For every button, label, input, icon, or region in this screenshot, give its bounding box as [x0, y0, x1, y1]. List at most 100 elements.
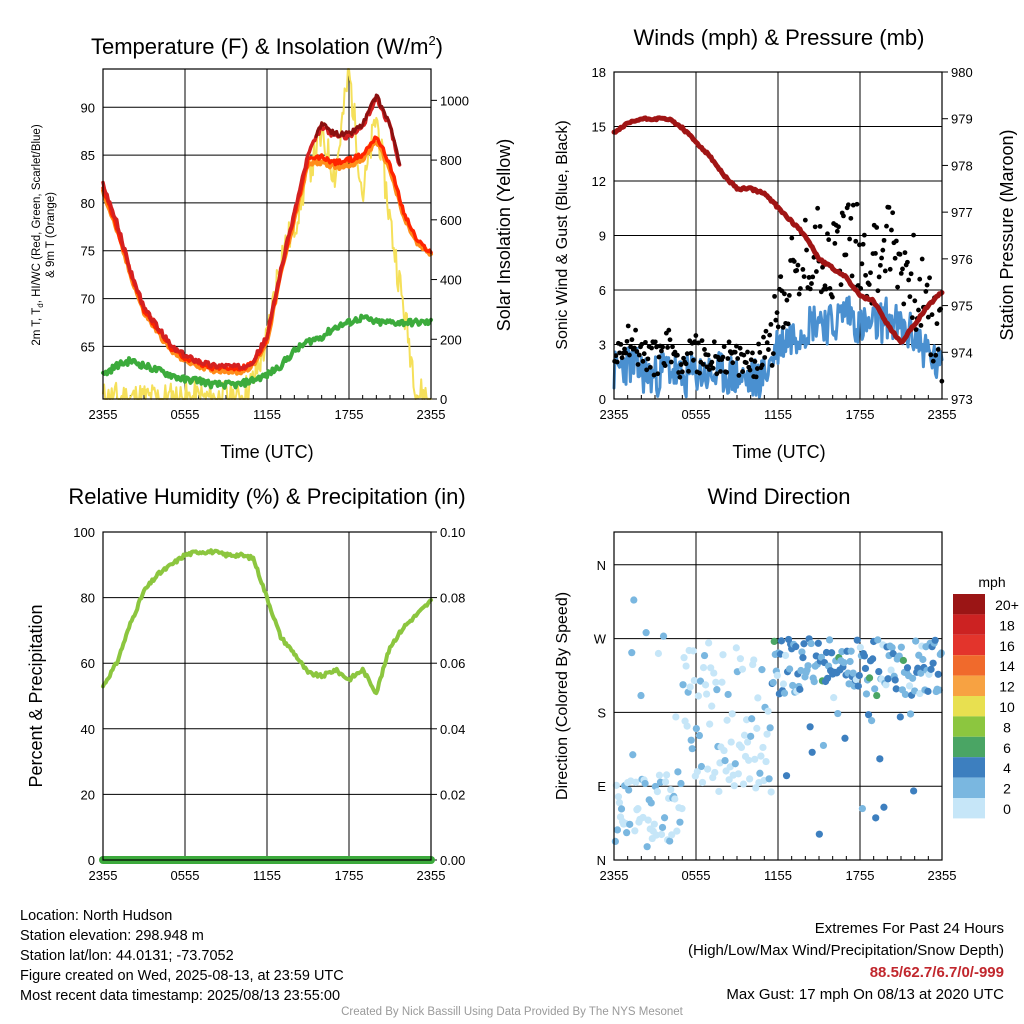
legend-label: 6 — [1003, 740, 1011, 756]
direction-point — [792, 643, 800, 651]
gust-point — [829, 294, 835, 300]
gust-point — [881, 237, 887, 243]
gust-point — [714, 371, 720, 377]
direction-point — [647, 799, 655, 807]
direction-point — [707, 664, 715, 672]
direction-point — [721, 757, 729, 765]
x-tick-label: 2355 — [600, 407, 629, 422]
gust-point — [789, 235, 795, 241]
gust-point — [815, 205, 821, 211]
direction-point — [659, 632, 668, 640]
info-location: Location: North Hudson — [20, 908, 173, 924]
y-tick-label: 0 — [599, 392, 606, 407]
direction-point — [682, 662, 690, 670]
y-tick-label: 12 — [592, 174, 606, 189]
direction-point — [796, 685, 804, 693]
direction-point — [663, 771, 671, 779]
direction-point — [734, 770, 742, 778]
direction-point — [814, 639, 822, 647]
gust-point — [892, 255, 898, 261]
gust-point — [732, 349, 738, 355]
direction-point — [810, 677, 818, 686]
gust-point — [750, 350, 755, 356]
gust-point — [659, 348, 664, 354]
direction-point — [644, 816, 652, 824]
gust-point — [854, 201, 860, 207]
y2-tick-label: 977 — [951, 205, 973, 220]
direction-point — [736, 655, 745, 663]
direction-point — [702, 690, 711, 698]
gust-point — [825, 231, 830, 237]
direction-point — [730, 782, 738, 790]
direction-point — [773, 671, 781, 680]
direction-point — [720, 746, 728, 755]
direction-point — [747, 732, 755, 740]
gust-point — [640, 358, 646, 364]
direction-point — [678, 805, 686, 813]
direction-point — [632, 778, 640, 786]
gust-point — [879, 255, 884, 261]
y-tick-label: 40 — [81, 722, 95, 737]
legend-label: 4 — [1003, 760, 1011, 776]
gust-point — [665, 345, 670, 350]
gust-point — [933, 352, 939, 358]
direction-point — [667, 786, 675, 794]
direction-point — [847, 647, 855, 655]
direction-point — [660, 814, 669, 822]
gust-point — [662, 363, 668, 369]
direction-point — [869, 655, 877, 663]
direction-point — [819, 741, 828, 750]
gust-point — [843, 252, 849, 258]
gust-point — [670, 344, 675, 350]
direction-point — [934, 670, 942, 678]
gust-point — [810, 274, 816, 280]
speed-legend: 20+ 18 16 14 12 10 8 6 4 2 0 — [953, 594, 1019, 819]
direction-point — [686, 683, 694, 691]
direction-point — [615, 799, 624, 807]
gust-point — [848, 215, 854, 221]
direction-point — [746, 775, 754, 783]
gust-point — [697, 370, 702, 376]
gust-point — [764, 340, 770, 346]
gust-point — [918, 323, 924, 328]
series-sonic-wind — [612, 295, 944, 399]
gust-point — [791, 259, 797, 264]
direction-point — [614, 793, 623, 801]
y-tick-label: N — [597, 853, 606, 868]
gust-point — [917, 276, 923, 282]
y-tick-label: 6 — [599, 283, 606, 298]
direction-point — [643, 843, 651, 851]
gust-point — [887, 266, 893, 272]
direction-point — [799, 654, 807, 662]
gust-point — [619, 355, 625, 361]
pressure-ylabel: Station Pressure (Maroon) — [997, 129, 1017, 340]
info-created: Figure created on Wed, 2025-08-13, at 23… — [20, 968, 344, 984]
gust-point — [832, 241, 838, 246]
gust-point — [651, 372, 657, 378]
direction-point — [888, 643, 896, 652]
direction-point — [903, 664, 912, 672]
direction-point — [696, 677, 705, 685]
gust-point — [677, 374, 683, 380]
y-tick-label: N — [597, 558, 606, 573]
direction-ylabel: Direction (Colored By Speed) — [554, 592, 571, 800]
gust-point — [741, 352, 747, 358]
gust-point — [912, 298, 918, 304]
direction-point — [613, 826, 622, 834]
gust-point — [861, 232, 867, 238]
direction-point — [625, 786, 633, 794]
direction-point — [748, 715, 756, 723]
direction-point — [737, 743, 746, 752]
gust-point — [923, 289, 929, 294]
gust-point — [683, 361, 689, 367]
x-tick-label: 1155 — [253, 868, 281, 883]
gust-point — [782, 291, 787, 297]
gust-point — [725, 356, 731, 361]
direction-point — [823, 674, 832, 682]
gust-point — [794, 268, 800, 273]
station-info: Location: North Hudson Station elevation… — [20, 906, 344, 1006]
direction-point — [706, 720, 714, 728]
direction-point — [641, 779, 649, 788]
gust-point — [826, 237, 832, 243]
